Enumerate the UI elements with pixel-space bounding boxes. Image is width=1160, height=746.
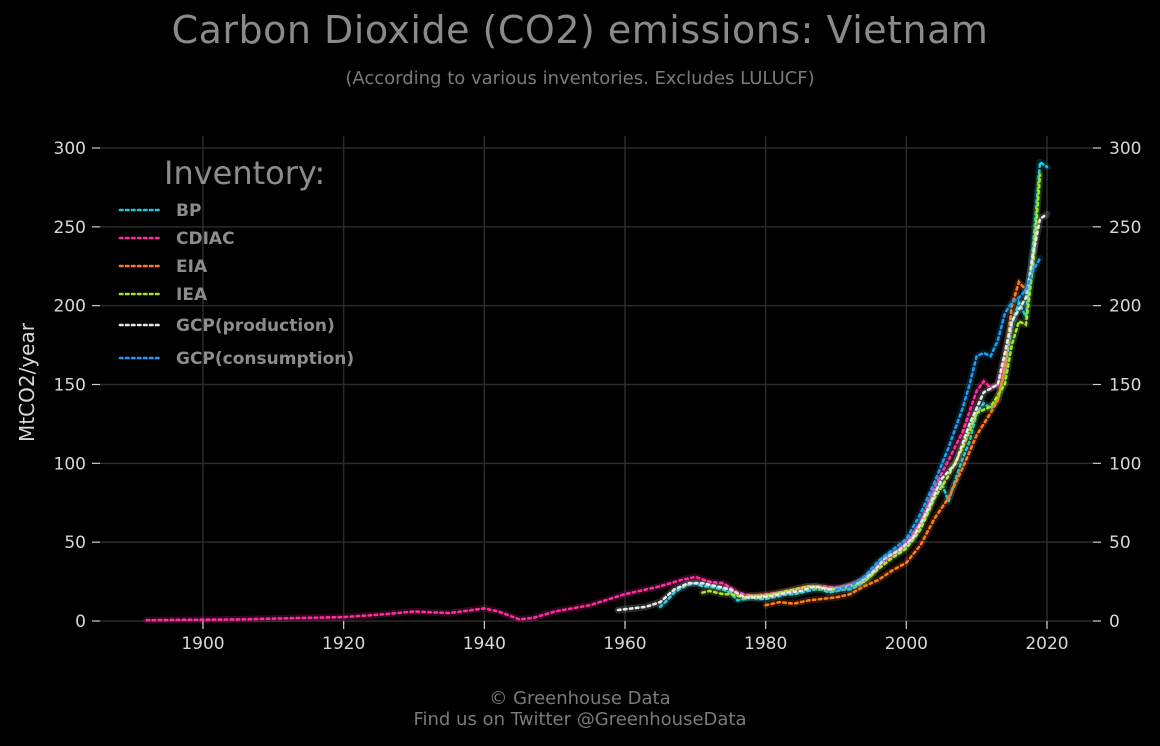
twitter-credit-text: Find us on Twitter @GreenhouseData (413, 709, 747, 730)
legend-label: GCP(production) (176, 316, 335, 336)
x-tick-label: 2000 (885, 634, 928, 654)
y-tick-label: 250 (54, 218, 86, 238)
series-lines (143, 158, 1051, 624)
x-tick-label: 1940 (463, 634, 506, 654)
y-tick-label: 0 (75, 612, 86, 632)
y-tick-label-right: 150 (1109, 376, 1141, 396)
axes: 0 0 50 50 100 100 150 150 200 200 250 250 300 300 1900… (15, 139, 1141, 654)
legend-label: CDIAC (176, 229, 235, 249)
series-line (658, 159, 1049, 609)
x-tick-label: 1960 (603, 634, 646, 654)
y-tick-label: 200 (54, 297, 86, 317)
x-tick-label: 1980 (744, 634, 787, 654)
x-tick-label: 1920 (322, 634, 365, 654)
legend-title: Inventory: (164, 154, 325, 192)
legend: Inventory: BP CDIAC EIA IEA GCP(production) GC… (118, 154, 354, 369)
x-tick-label: 2020 (1025, 634, 1068, 654)
grid-lines (100, 136, 1093, 625)
series-line (834, 257, 1042, 591)
y-tick-label-right: 0 (1109, 612, 1120, 632)
series-glow (832, 254, 1044, 593)
copyright-text: © Greenhouse Data (489, 688, 671, 709)
y-tick-label-right: 250 (1109, 218, 1141, 238)
y-tick-label: 150 (54, 376, 86, 396)
y-tick-label: 300 (54, 139, 86, 159)
y-tick-label-right: 50 (1109, 533, 1131, 553)
page-subtitle: (According to various inventories. Exclu… (345, 68, 815, 89)
y-tick-label-right: 100 (1109, 454, 1141, 474)
x-tick-label: 1900 (181, 634, 224, 654)
y-tick-label: 100 (54, 454, 86, 474)
series-line (764, 279, 1028, 607)
y-tick-label-right: 300 (1109, 139, 1141, 159)
legend-label: BP (176, 201, 201, 221)
legend-label: GCP(consumption) (176, 349, 354, 369)
page-title: Carbon Dioxide (CO2) emissions: Vietnam (171, 8, 989, 52)
y-tick-label-right: 200 (1109, 297, 1141, 317)
y-axis-label: MtCO2/year (15, 322, 39, 442)
legend-label: IEA (176, 285, 208, 305)
y-tick-label: 50 (64, 533, 86, 553)
legend-label: EIA (176, 257, 208, 277)
